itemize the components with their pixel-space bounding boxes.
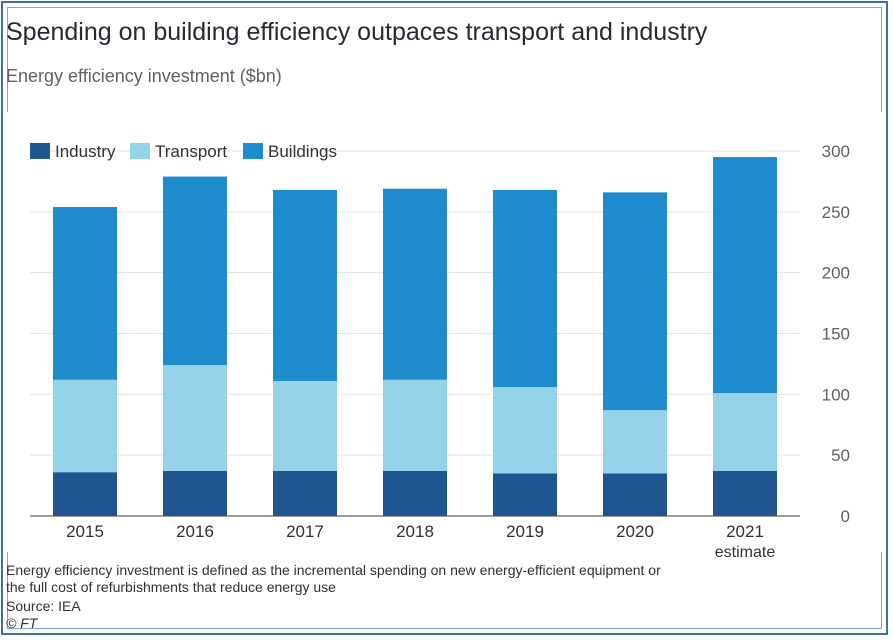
footnote: Energy efficiency investment is defined …: [6, 562, 661, 595]
bar-buildings-2019: [493, 189, 557, 388]
legend-swatch-transport: [130, 143, 150, 159]
bar-buildings-2018: [383, 188, 447, 380]
bar-industry-2021: [713, 470, 777, 516]
y-tick-label: 200: [822, 264, 850, 283]
bar-buildings-2015: [53, 206, 117, 380]
bar-transport-2017: [273, 380, 337, 471]
legend-swatch-buildings: [243, 143, 263, 159]
bar-transport-2016: [163, 365, 227, 471]
legend-swatch-industry: [30, 143, 50, 159]
ft-credit: © FT: [6, 615, 38, 631]
bar-chart: 0 50 100 150 200 250 300 2015 2016 2017 2018 2019 20…: [30, 142, 850, 560]
legend-label-industry: Industry: [55, 142, 116, 161]
x-tick-label: 2019: [506, 522, 544, 541]
x-tick-label: 2018: [396, 522, 434, 541]
bar-industry-2019: [493, 473, 557, 516]
bar-transport-2018: [383, 379, 447, 471]
legend-label-transport: Transport: [155, 142, 227, 161]
bar-buildings-2021: [713, 157, 777, 394]
bar-buildings-2020: [603, 192, 667, 411]
bar-industry-2020: [603, 473, 667, 516]
x-tick-label: 2016: [176, 522, 214, 541]
bar-industry-2015: [53, 472, 117, 516]
bar-industry-2017: [273, 470, 337, 516]
y-tick-label: 300: [822, 142, 850, 161]
chart-subtitle: Energy efficiency investment ($bn): [6, 66, 282, 86]
bar-transport-2020: [603, 410, 667, 474]
y-tick-label: 50: [831, 446, 850, 465]
x-tick-label: 2021: [726, 522, 764, 541]
bar-transport-2015: [53, 379, 117, 473]
bar-buildings-2017: [273, 189, 337, 381]
y-tick-label: 250: [822, 203, 850, 222]
x-tick-label: 2015: [66, 522, 104, 541]
chart-title: Spending on building efficiency outpaces…: [6, 18, 708, 46]
x-tick-label: 2020: [616, 522, 654, 541]
y-tick-label: 150: [822, 325, 850, 344]
x-tick-label: 2017: [286, 522, 324, 541]
bar-industry-2016: [163, 470, 227, 516]
x-tick-sublabel: estimate: [715, 544, 776, 560]
bar-industry-2018: [383, 470, 447, 516]
bar-buildings-2016: [163, 176, 227, 366]
legend-label-buildings: Buildings: [268, 142, 337, 161]
y-tick-label: 0: [841, 507, 850, 526]
bar-transport-2021: [713, 393, 777, 471]
y-tick-label: 100: [822, 385, 850, 404]
bar-transport-2019: [493, 387, 557, 474]
source-note: Source: IEA: [6, 598, 81, 614]
